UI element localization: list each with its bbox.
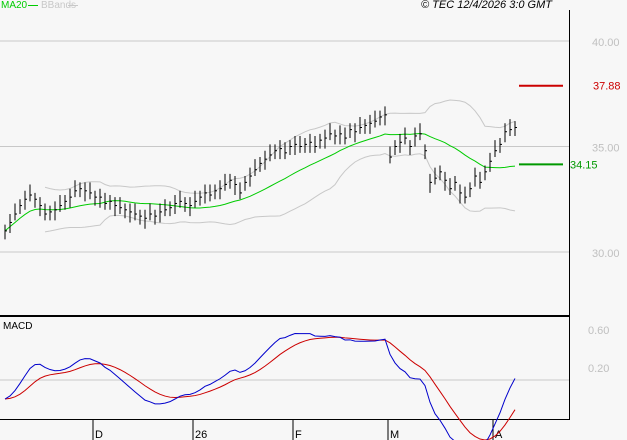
time-label: F xyxy=(295,429,302,440)
legend-bbands-swatch xyxy=(68,5,78,6)
legend-ma20-swatch xyxy=(28,5,38,6)
time-label: A xyxy=(495,429,503,440)
price-tick-label: 40.00 xyxy=(592,37,620,49)
price-tick-label: 30.00 xyxy=(592,248,620,260)
ma20-line xyxy=(4,133,516,232)
price-marker-label: 37.88 xyxy=(593,81,621,93)
price-marker-label: 34.15 xyxy=(570,159,598,171)
legend-ma20: MA20 xyxy=(1,0,28,11)
copyright: © TEC 12/4/2026 3:0 GMT xyxy=(421,0,552,11)
time-label: M xyxy=(390,429,399,440)
macd-signal-line xyxy=(4,336,516,440)
legend-bbands: BBands xyxy=(41,0,77,11)
macd-line xyxy=(4,333,516,440)
macd-tick-label: 0.20 xyxy=(588,363,609,375)
macd-tick-label: 0.60 xyxy=(588,325,609,337)
time-label: 26 xyxy=(195,429,207,440)
time-label: D xyxy=(95,429,103,440)
macd-title: MACD xyxy=(3,321,33,332)
price-tick-label: 35.00 xyxy=(592,143,620,155)
bollinger-lower xyxy=(44,153,516,233)
